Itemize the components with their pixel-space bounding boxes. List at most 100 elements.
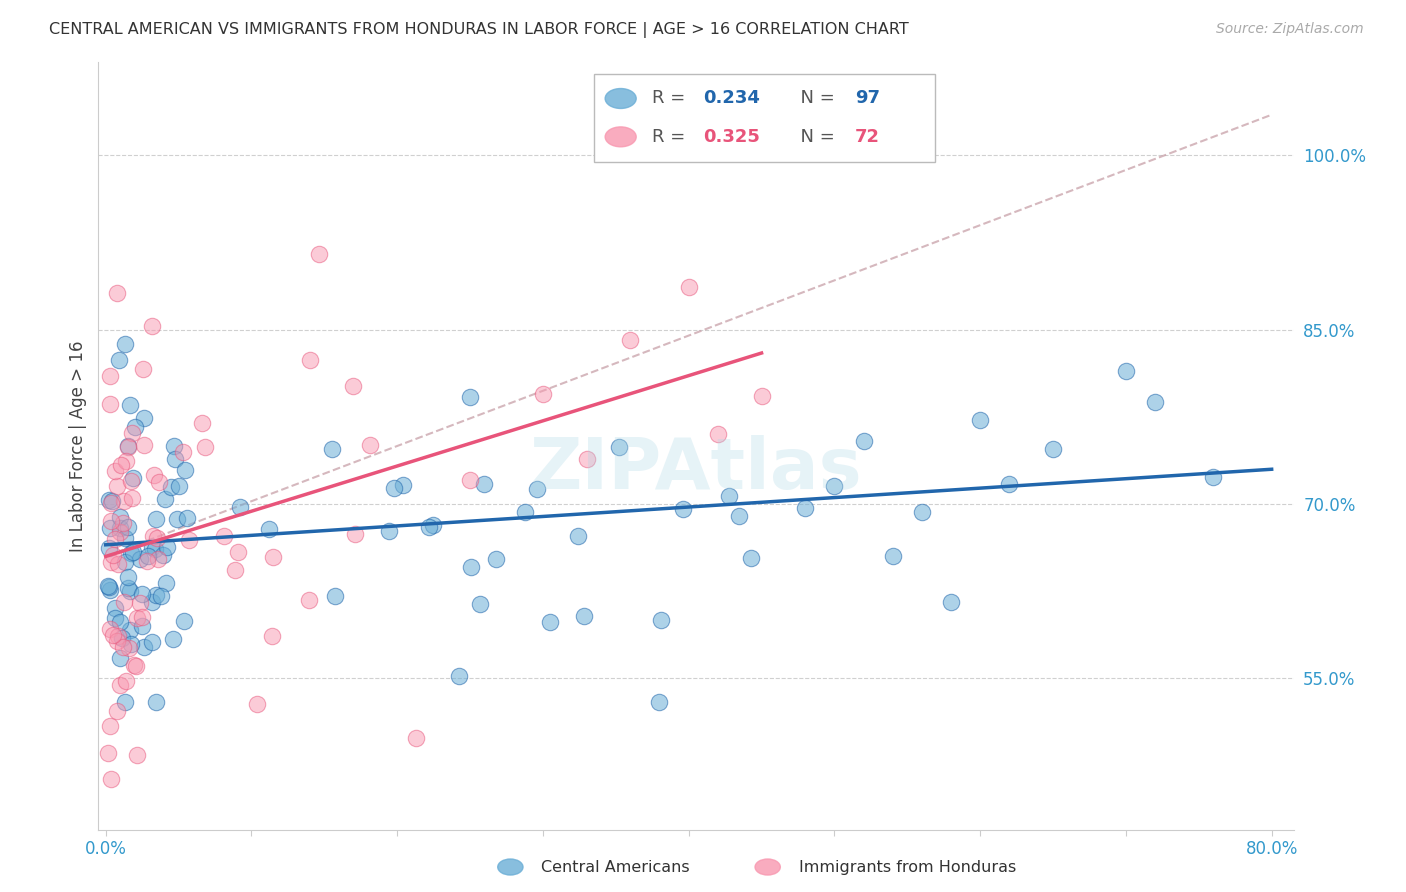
Point <box>114 453 136 467</box>
Point <box>98 396 121 410</box>
Point <box>794 501 817 516</box>
Point <box>100 719 122 733</box>
Point <box>177 533 200 548</box>
Point <box>97 746 120 760</box>
Point <box>212 529 235 543</box>
Point <box>125 748 148 763</box>
Point <box>671 501 693 516</box>
Point <box>111 631 134 645</box>
Point <box>120 584 142 599</box>
Point <box>114 532 136 546</box>
Point <box>619 334 641 348</box>
Point <box>125 659 148 673</box>
Point <box>911 505 934 519</box>
Point <box>343 526 366 541</box>
Point <box>460 559 482 574</box>
Point <box>567 529 589 543</box>
Point <box>485 551 508 566</box>
Point <box>108 615 131 630</box>
Point <box>125 610 148 624</box>
Point <box>117 641 139 656</box>
Point <box>163 440 186 454</box>
Text: 72: 72 <box>855 128 880 146</box>
Y-axis label: In Labor Force | Age > 16: In Labor Force | Age > 16 <box>69 340 87 552</box>
Point <box>538 615 561 629</box>
Point <box>118 624 141 638</box>
Point <box>104 532 127 546</box>
Point <box>575 452 598 467</box>
Point <box>998 476 1021 491</box>
Point <box>131 610 153 624</box>
Point <box>100 496 122 510</box>
Point <box>163 451 186 466</box>
Point <box>112 494 135 508</box>
Point <box>823 479 845 493</box>
Point <box>104 611 127 625</box>
Point <box>259 522 281 536</box>
Point <box>262 550 284 565</box>
Point <box>120 636 142 650</box>
Point <box>526 482 548 496</box>
Circle shape <box>605 88 637 109</box>
Point <box>136 549 159 563</box>
Point <box>104 464 127 478</box>
Point <box>751 389 773 403</box>
Point <box>298 593 321 607</box>
Text: Immigrants from Honduras: Immigrants from Honduras <box>799 860 1017 874</box>
Point <box>121 491 143 505</box>
Point <box>150 589 173 603</box>
Point <box>117 570 139 584</box>
Point <box>607 440 630 454</box>
Point <box>112 640 135 654</box>
Point <box>146 551 169 566</box>
Point <box>145 531 167 545</box>
Point <box>124 420 146 434</box>
Point <box>141 595 163 609</box>
Point <box>939 595 962 609</box>
Point <box>101 548 124 562</box>
Point <box>108 678 131 692</box>
Point <box>359 438 381 452</box>
Point <box>141 540 163 554</box>
Point <box>132 362 155 376</box>
Point <box>105 634 128 648</box>
Point <box>707 427 730 442</box>
Point <box>299 353 322 368</box>
Point <box>1202 470 1225 484</box>
Point <box>107 629 129 643</box>
Point <box>1042 442 1064 457</box>
Point <box>969 413 991 427</box>
Point <box>122 545 145 559</box>
Point <box>405 731 427 745</box>
Point <box>308 246 330 260</box>
Text: Central Americans: Central Americans <box>541 860 690 874</box>
Point <box>121 471 143 485</box>
Point <box>100 555 122 569</box>
Point <box>173 614 195 628</box>
Point <box>132 640 155 654</box>
Point <box>115 674 138 689</box>
Point <box>100 772 122 787</box>
Point <box>678 280 700 294</box>
Point <box>246 698 269 712</box>
Point <box>141 318 163 333</box>
Point <box>118 398 141 412</box>
Text: R =: R = <box>652 128 690 146</box>
Point <box>108 651 131 665</box>
Text: N =: N = <box>789 128 841 146</box>
Point <box>114 695 136 709</box>
Point <box>156 540 179 554</box>
Point <box>1144 394 1167 409</box>
Point <box>114 555 136 569</box>
Text: 0.234: 0.234 <box>703 89 761 108</box>
Point <box>142 529 165 543</box>
Text: 97: 97 <box>855 89 880 108</box>
Point <box>121 426 143 441</box>
Text: ZIPAtlas: ZIPAtlas <box>530 434 862 503</box>
Point <box>718 489 741 503</box>
Point <box>98 583 121 598</box>
Point <box>882 549 904 563</box>
Point <box>418 520 440 534</box>
Point <box>110 521 132 535</box>
Point <box>378 524 401 539</box>
